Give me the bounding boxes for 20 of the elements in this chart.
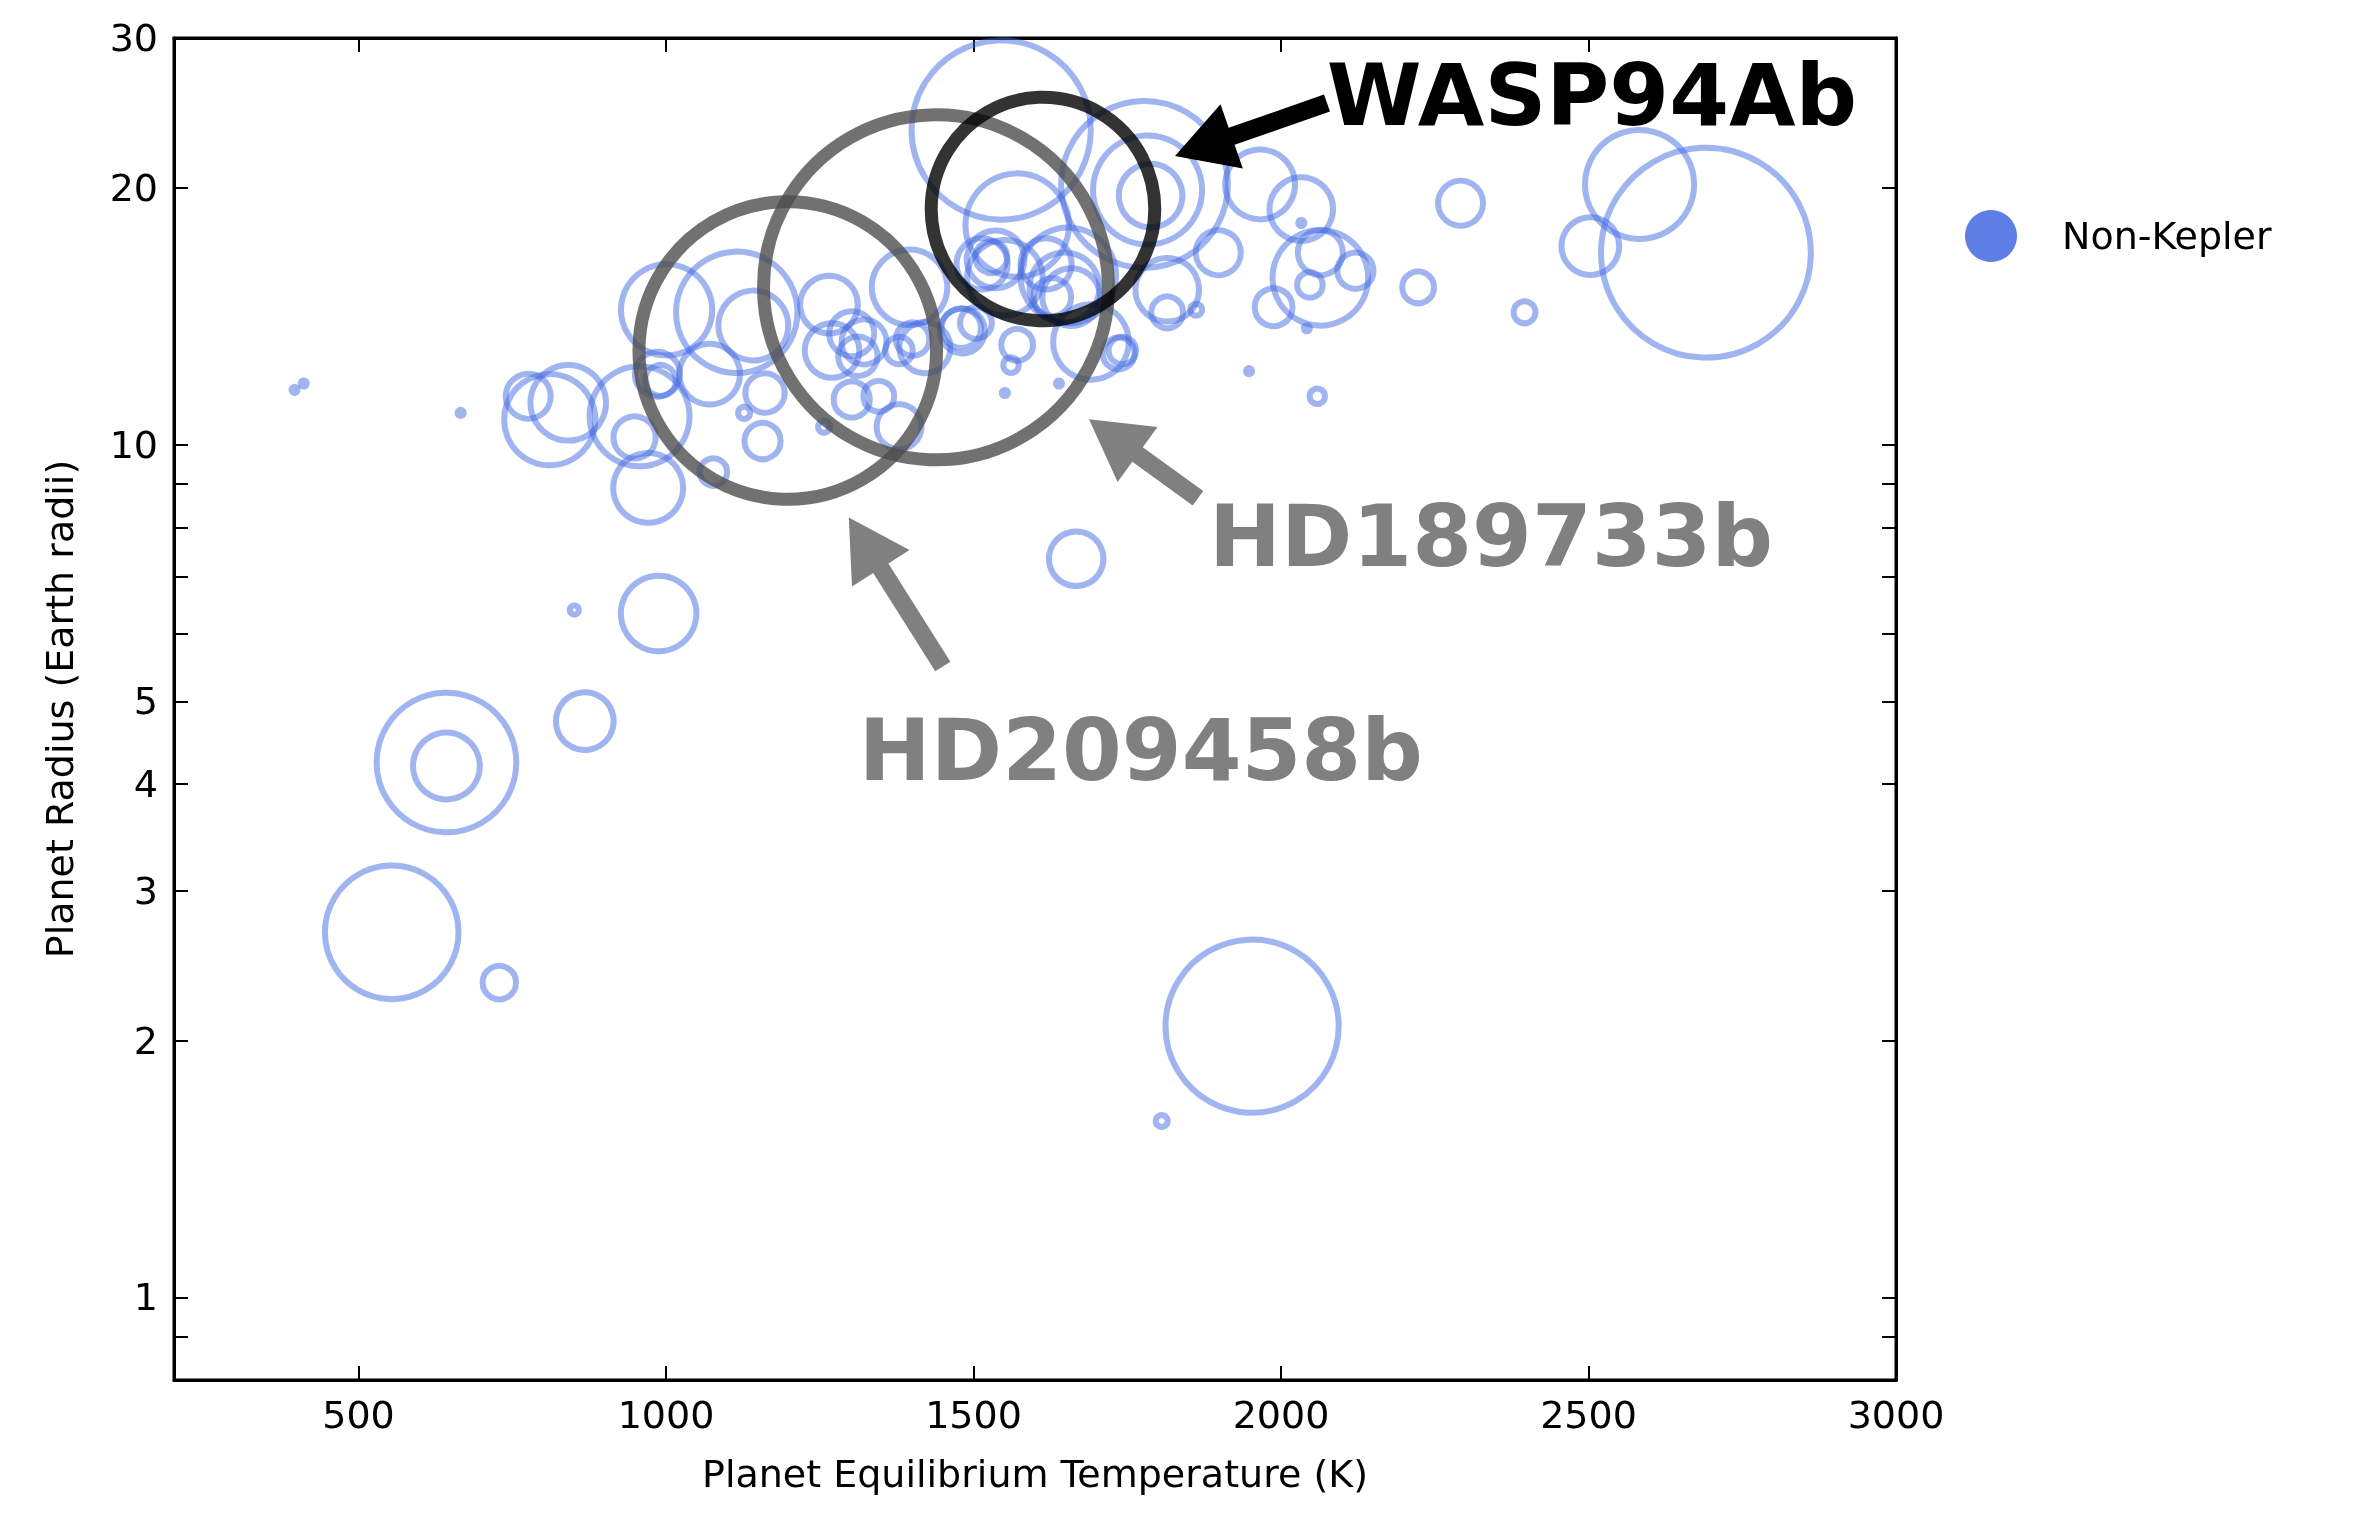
y-tick-label: 3	[133, 868, 158, 913]
y-tick-label: 10	[109, 422, 158, 467]
annotation: HD209458b	[858, 699, 1423, 800]
y-axis-title: Planet Radius (Earth radii)	[38, 459, 82, 959]
y-tick-label: 30	[109, 16, 158, 60]
x-tick-label: 500	[322, 1393, 395, 1437]
y-tick-label: 1	[133, 1275, 158, 1320]
y-tick-label: 4	[133, 762, 158, 807]
y-tick-label: 20	[109, 166, 158, 211]
x-tick-label: 2000	[1232, 1393, 1330, 1437]
y-tick-label: 5	[133, 679, 158, 724]
annotation: WASP94Ab	[1326, 45, 1858, 146]
x-axis-title: Planet Equilibrium Temperature (K)	[702, 1452, 1368, 1496]
annotation: HD189733b	[1209, 486, 1773, 587]
y-tick-label: 2	[133, 1018, 158, 1063]
x-tick-label: 1000	[617, 1393, 715, 1437]
x-tick-label: 3000	[1847, 1393, 1945, 1437]
x-tick-label: 1500	[925, 1393, 1022, 1437]
legend-label: Non-Kepler	[2062, 214, 2272, 258]
x-tick-label: 2500	[1540, 1393, 1637, 1437]
